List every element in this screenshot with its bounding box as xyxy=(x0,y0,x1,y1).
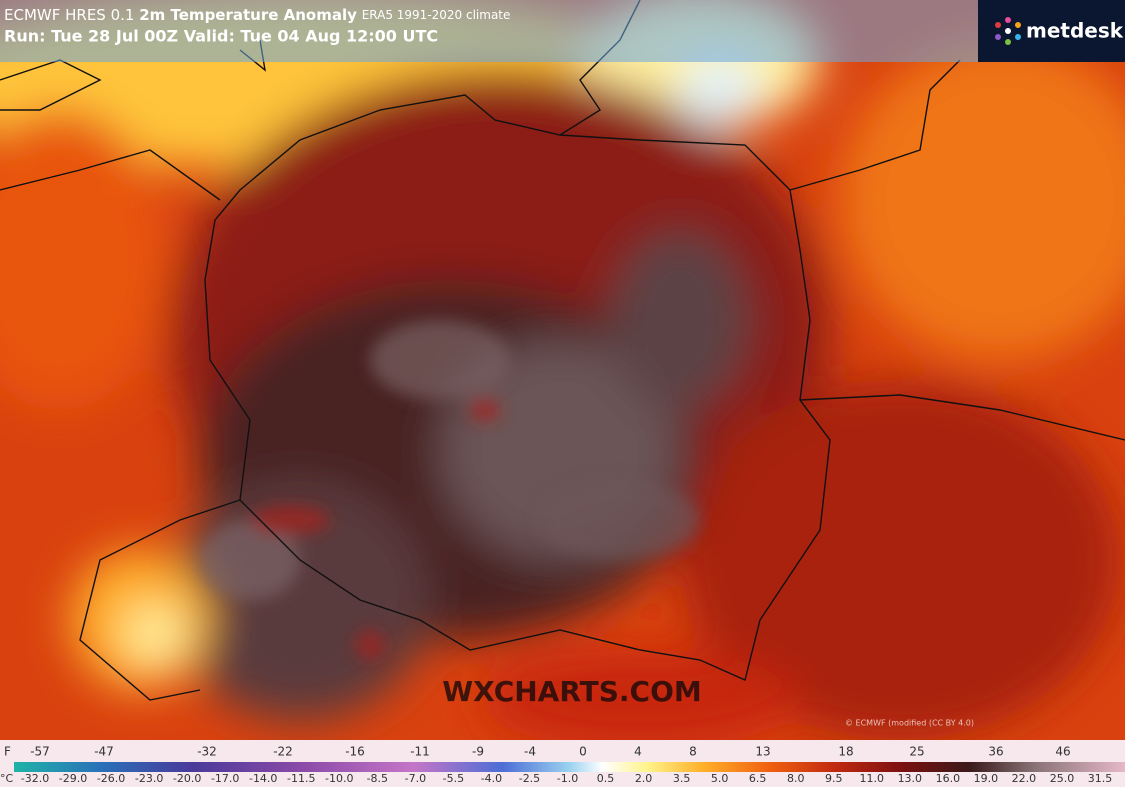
f-label: 46 xyxy=(1055,745,1070,759)
c-label: 0.5 xyxy=(597,772,615,785)
c-label: -14.0 xyxy=(249,772,277,785)
c-label: 25.0 xyxy=(1050,772,1075,785)
logo-box xyxy=(978,0,1125,62)
color-bar xyxy=(14,762,1125,772)
c-label: 5.0 xyxy=(711,772,729,785)
header-band xyxy=(0,0,978,62)
c-label: 22.0 xyxy=(1012,772,1037,785)
c-label: 9.5 xyxy=(825,772,843,785)
f-label: 0 xyxy=(579,745,587,759)
f-label: -9 xyxy=(472,745,484,759)
c-label: -5.5 xyxy=(443,772,464,785)
c-label: -4.0 xyxy=(481,772,502,785)
c-label: 13.0 xyxy=(898,772,923,785)
c-label: -29.0 xyxy=(59,772,87,785)
c-label: 19.0 xyxy=(974,772,999,785)
c-label: 31.5 xyxy=(1088,772,1113,785)
c-label: 16.0 xyxy=(936,772,961,785)
c-label: -17.0 xyxy=(211,772,239,785)
f-label: -16 xyxy=(345,745,365,759)
header-line: ECMWF HRES 0.1 2m Temperature Anomaly ER… xyxy=(4,6,510,24)
c-label: -23.0 xyxy=(135,772,163,785)
f-label: 25 xyxy=(909,745,924,759)
c-label: -32.0 xyxy=(21,772,49,785)
climate: ERA5 1991-2020 climate xyxy=(362,8,511,22)
credit: © ECMWF (modified (CC BY 4.0) xyxy=(845,719,974,728)
c-label: -20.0 xyxy=(173,772,201,785)
c-label: 3.5 xyxy=(673,772,691,785)
c-label: -26.0 xyxy=(97,772,125,785)
f-label: -11 xyxy=(410,745,430,759)
f-label: 36 xyxy=(988,745,1003,759)
f-label: -22 xyxy=(273,745,293,759)
c-label: -10.0 xyxy=(325,772,353,785)
c-label: -1.0 xyxy=(557,772,578,785)
c-label: -11.5 xyxy=(287,772,315,785)
watermark: WXCHARTS.COM xyxy=(442,675,702,708)
f-label: -47 xyxy=(94,745,114,759)
f-label: -32 xyxy=(197,745,217,759)
f-label: 13 xyxy=(755,745,770,759)
legend: F °C -57 -47 -32 -22 -16 -11 -9 -4 0 4 8 13 18 25 36 46… xyxy=(0,740,1125,787)
run-info: Run: Tue 28 Jul 00Z Valid: Tue 04 Aug 12… xyxy=(4,27,438,46)
logo-icon xyxy=(995,17,1021,45)
c-label: 11.0 xyxy=(860,772,885,785)
map-field xyxy=(0,0,1125,750)
parameter: 2m Temperature Anomaly xyxy=(139,6,357,24)
logo-text: metdesk xyxy=(1026,19,1124,43)
f-label: 8 xyxy=(689,745,697,759)
f-unit: F xyxy=(4,745,11,759)
f-label: -57 xyxy=(30,745,50,759)
c-label: -2.5 xyxy=(519,772,540,785)
c-label: -8.5 xyxy=(367,772,388,785)
f-label: -4 xyxy=(524,745,536,759)
c-label: 2.0 xyxy=(635,772,653,785)
c-label: 6.5 xyxy=(749,772,767,785)
c-unit: °C xyxy=(0,772,14,785)
f-label: 4 xyxy=(634,745,642,759)
c-label: 8.0 xyxy=(787,772,805,785)
c-label: -7.0 xyxy=(405,772,426,785)
f-label: 18 xyxy=(838,745,853,759)
model: ECMWF HRES 0.1 xyxy=(4,6,134,24)
